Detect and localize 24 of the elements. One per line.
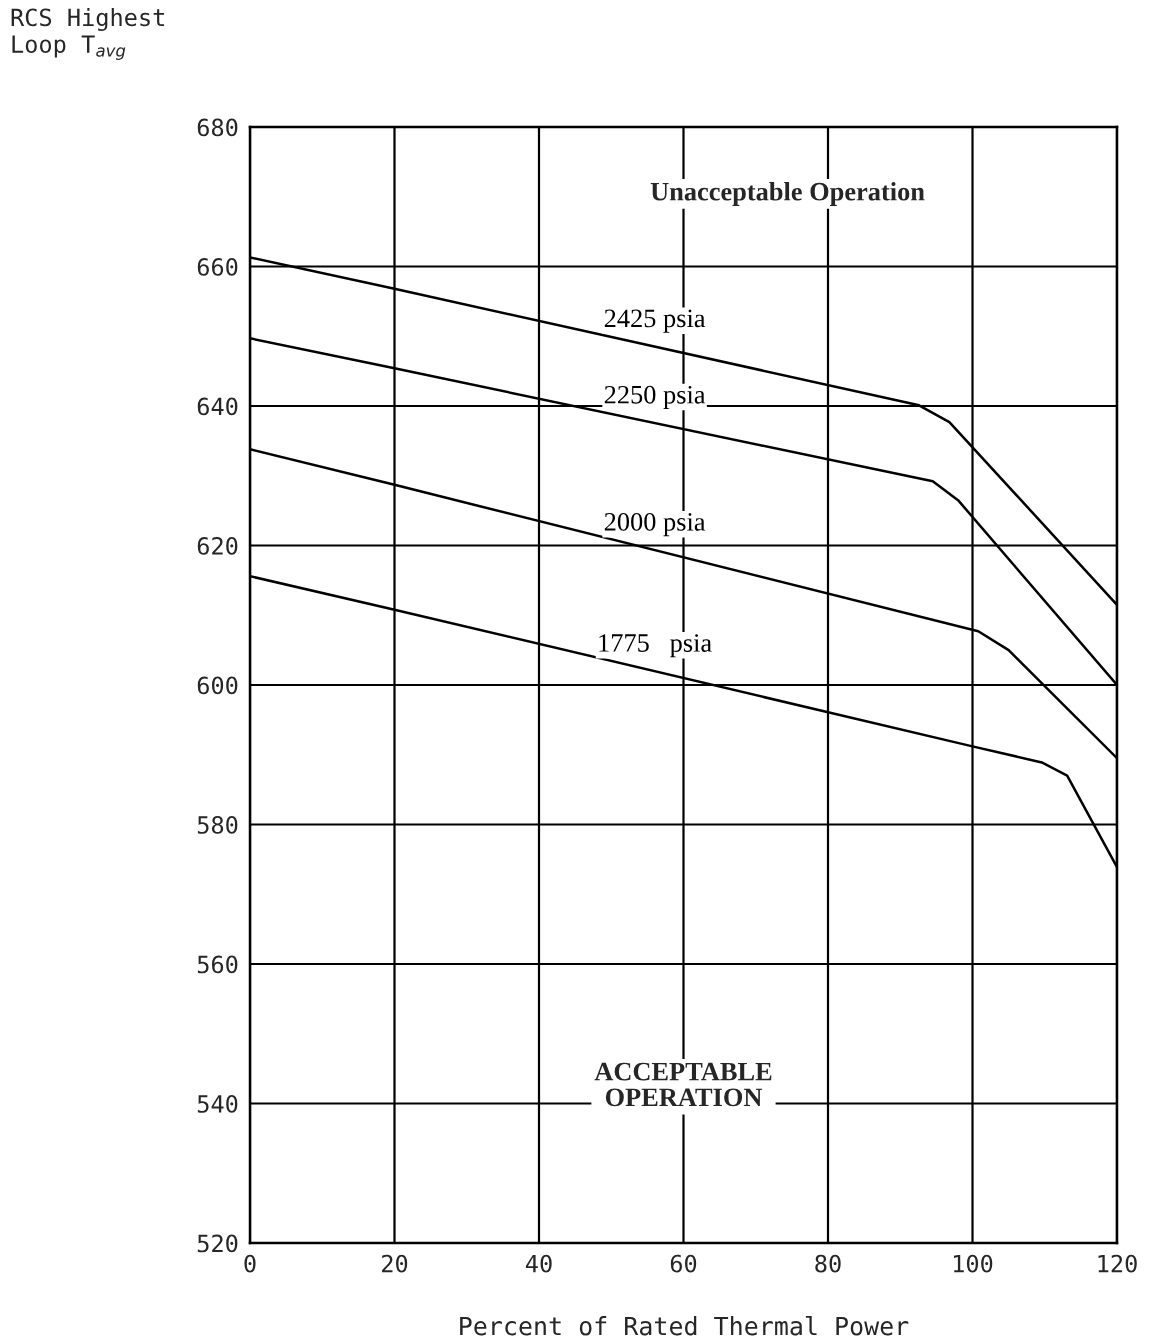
- y-tick-label: 600: [197, 676, 238, 695]
- series-label: 2250 psia: [604, 385, 706, 409]
- y-tick-label: 620: [197, 537, 238, 555]
- x-tick-label: 100: [954, 1254, 993, 1273]
- y-tick-label: 520: [197, 1234, 238, 1253]
- x-tick-label: 0: [244, 1254, 256, 1273]
- x-axis-title: Percent of Rated Thermal Power: [460, 1315, 909, 1336]
- series-label: 1775 psia: [599, 634, 712, 658]
- y-tick-label: 660: [197, 258, 238, 276]
- y-tick-label: 560: [197, 955, 238, 974]
- y-tick-label: 640: [197, 397, 238, 416]
- x-tick-label: 80: [815, 1254, 841, 1273]
- y-tick-label: 680: [197, 118, 238, 137]
- x-tick-label: 20: [382, 1254, 408, 1273]
- y-tick-label: 540: [197, 1095, 238, 1113]
- annotation: ACCEPTABLE OPERATION: [594, 1062, 772, 1107]
- x-tick-label: 60: [670, 1254, 697, 1273]
- x-tick-label: 120: [1098, 1254, 1137, 1273]
- series-label: 2000 psia: [604, 512, 706, 537]
- x-tick-label: 40: [525, 1254, 552, 1273]
- y-axis-title: RCS Highest Loop T$_{avg}$: [11, 8, 165, 60]
- annotation: Unacceptable Operation: [650, 181, 925, 206]
- series-label: 2425 psia: [604, 309, 706, 333]
- y-tick-label: 580: [197, 816, 238, 834]
